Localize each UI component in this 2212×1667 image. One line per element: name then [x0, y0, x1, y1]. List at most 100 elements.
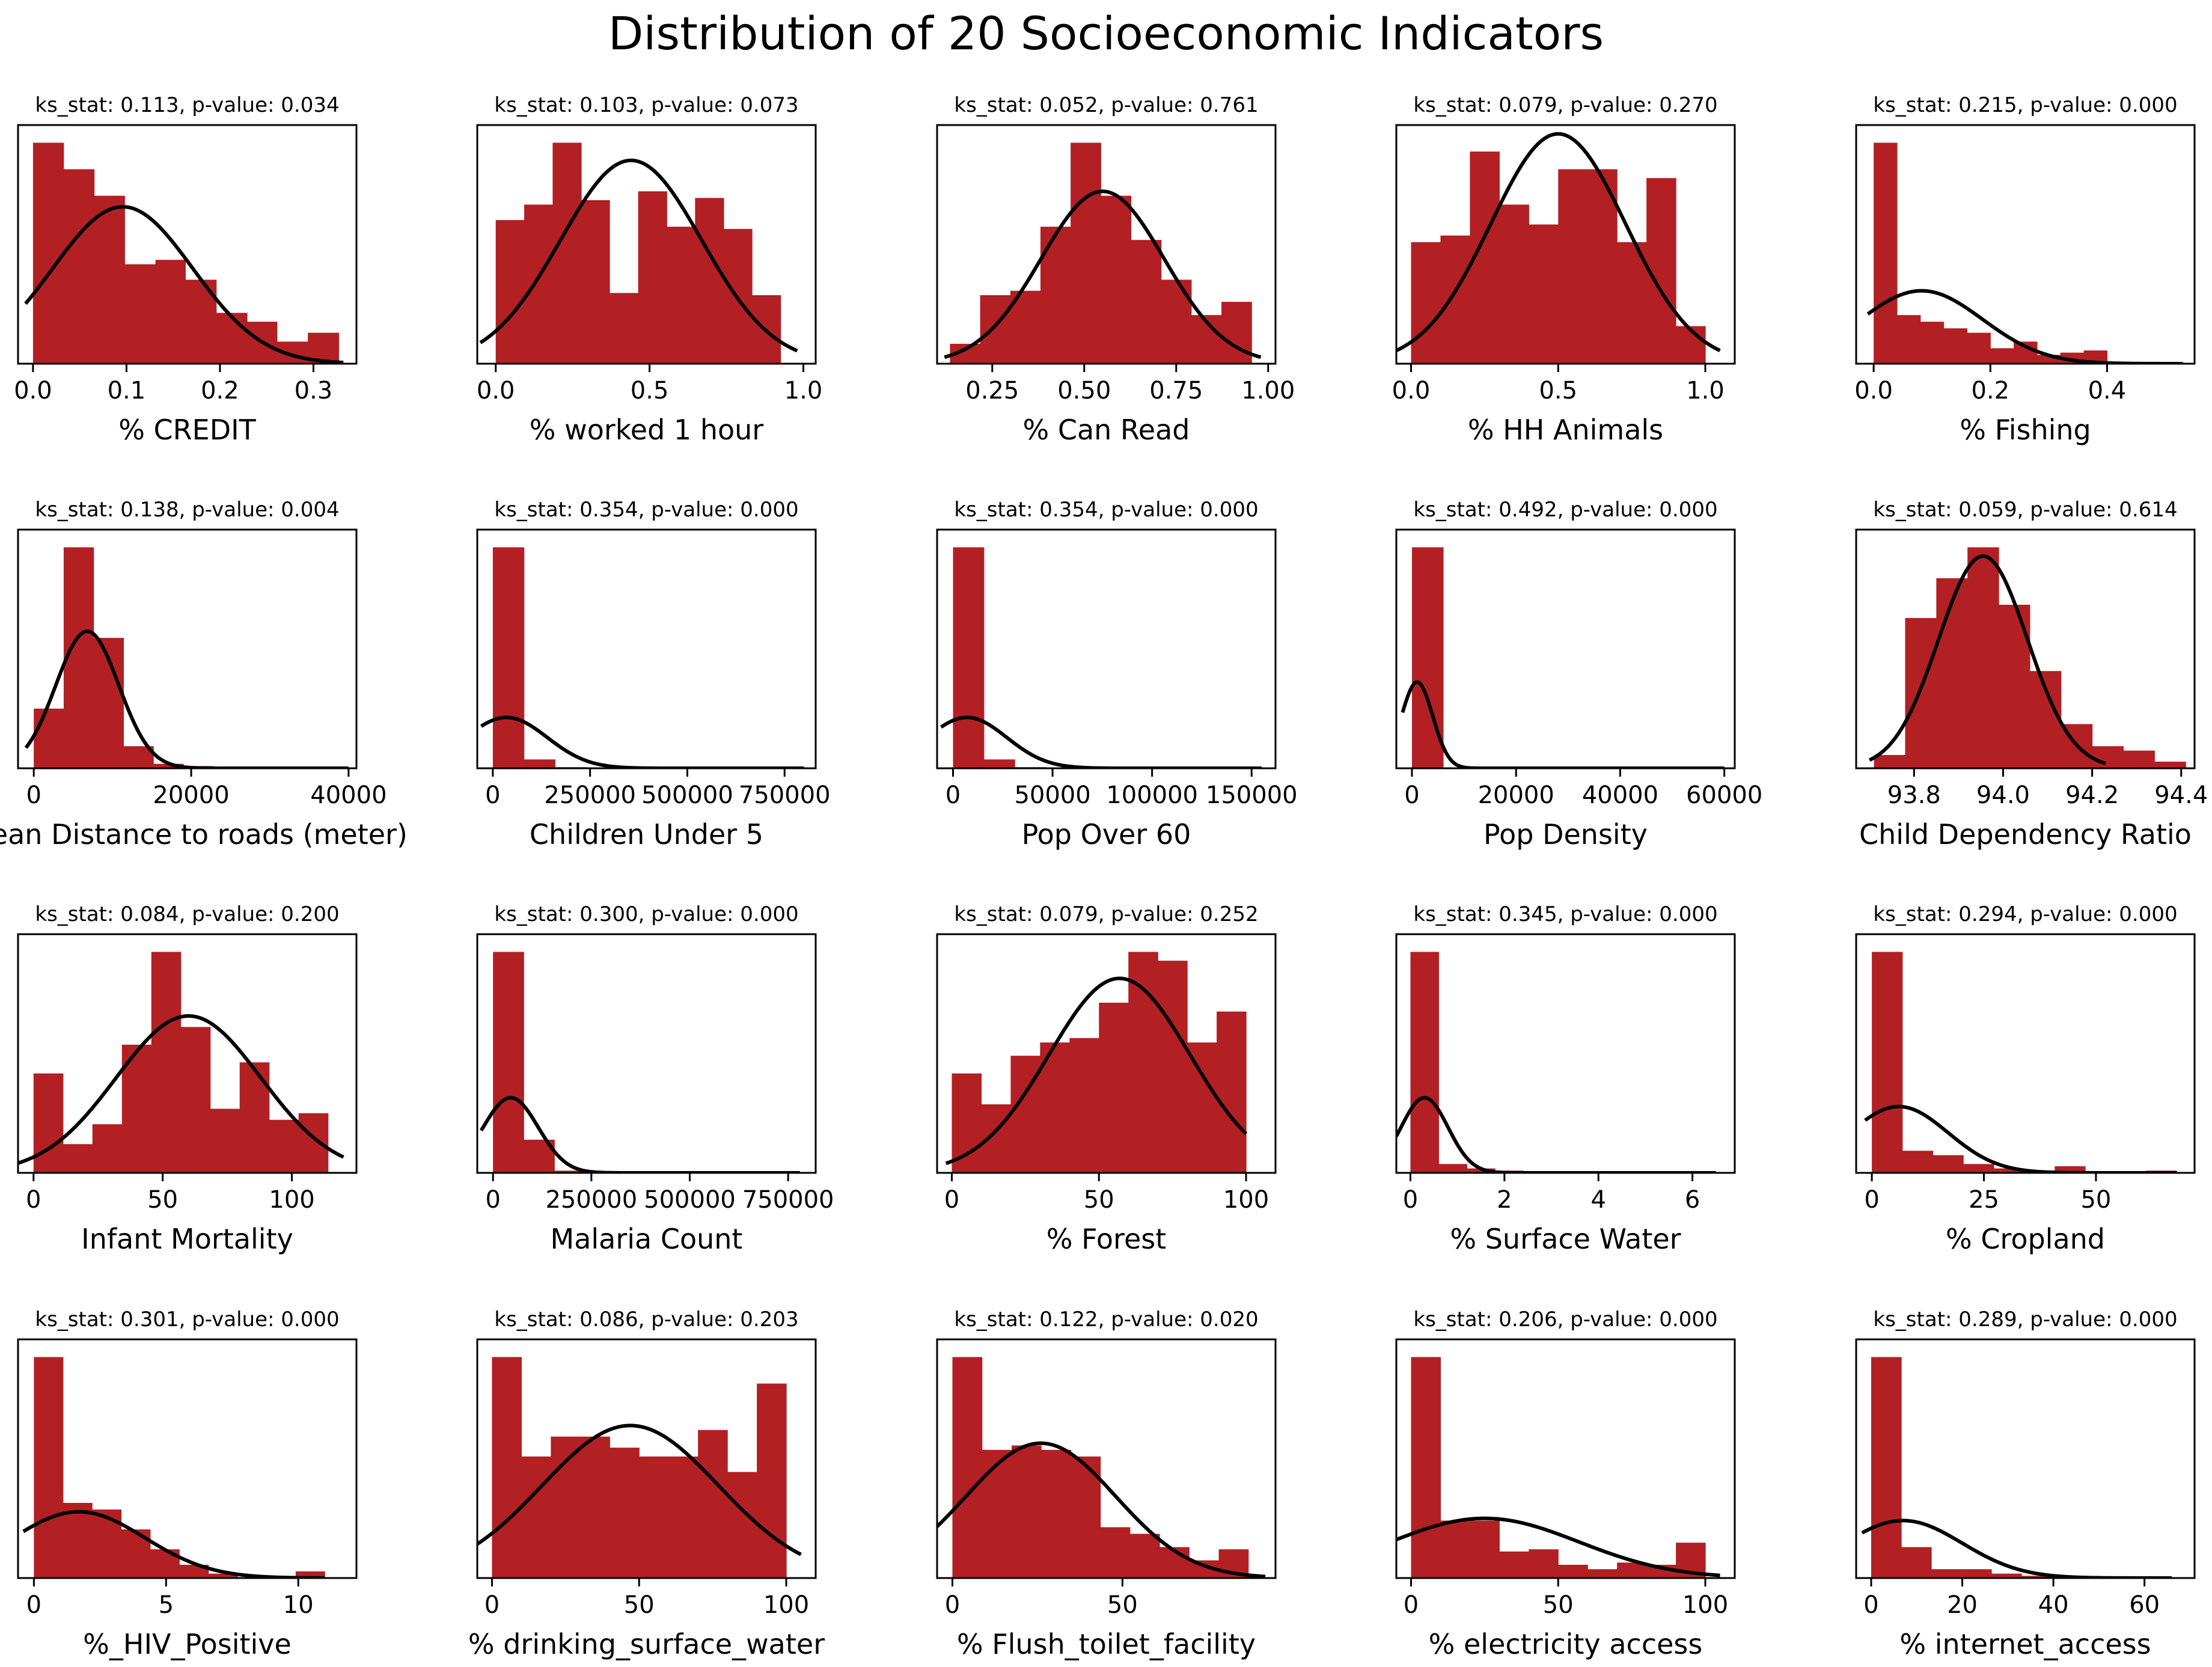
panel-subtitle: ks_stat: 0.059, p-value: 0.614	[1873, 498, 2177, 522]
histogram-bar	[492, 1357, 522, 1578]
x-axis-label: % Surface Water	[1450, 1223, 1681, 1255]
histogram-panel: 0 50 100 ks_stat: 0.079, p-value: 0.252 % Fo…	[936, 902, 1277, 1255]
panel-subtitle: ks_stat: 0.138, p-value: 0.004	[35, 498, 339, 522]
histogram-bar	[2055, 1166, 2086, 1173]
histogram-bar	[1217, 1011, 1247, 1173]
x-tick-label: 50000	[1014, 782, 1090, 809]
histogram-bar	[208, 1573, 238, 1578]
x-tick-label: 20000	[1478, 782, 1554, 809]
normal-fit-curve	[1396, 1516, 1721, 1577]
histogram-bar	[1040, 227, 1071, 364]
histogram-panel: 0.0 0.5 1.0 ks_stat: 0.079, p-value: 0.270%…	[1392, 93, 1736, 446]
histogram-bar	[552, 142, 582, 364]
x-tick-label: 0	[485, 782, 500, 809]
histogram-panel: 0 20000 40000 60000 ks_stat: 0.492, p-value:…	[1395, 498, 1762, 851]
histogram-bar	[757, 1383, 787, 1578]
histogram-bar	[1410, 952, 1439, 1173]
histogram-bar	[1470, 1520, 1500, 1578]
x-tick-label: 40000	[310, 782, 386, 809]
histogram-bar	[580, 1436, 610, 1578]
histogram-bar	[179, 1564, 209, 1578]
axes-frame	[1395, 1338, 1736, 1579]
histogram-bar	[1993, 1168, 2025, 1173]
histogram-bar	[1131, 240, 1162, 364]
histogram-bar	[1990, 348, 2014, 364]
histogram-bar	[1440, 235, 1470, 364]
axes-frame	[476, 933, 817, 1174]
histogram-bar	[239, 1062, 270, 1173]
x-axis-label: % Fishing	[1960, 414, 2091, 446]
histogram-bar	[524, 759, 556, 768]
histogram-panel: 0.0 0.2 0.4 ks_stat: 0.215, p-value: 0.000%…	[1854, 93, 2196, 446]
axes-frame	[1855, 1338, 2196, 1579]
histogram-bar	[1101, 195, 1132, 364]
axes-frame	[1855, 124, 2196, 365]
x-tick-label: 0.0	[477, 377, 515, 405]
normal-fit-curve	[1401, 680, 1725, 768]
histogram-bar	[1871, 1357, 1902, 1578]
x-tick-label: 0.0	[1392, 377, 1431, 405]
histogram-bar	[1943, 328, 1968, 364]
normal-fit-curve	[1396, 132, 1721, 352]
x-axis-label: Child Dependency Ratio	[1859, 818, 2192, 851]
x-tick-label: 50	[1107, 1591, 1138, 1619]
histogram-bar	[639, 1456, 669, 1578]
x-axis-label: % internet_access	[1899, 1628, 2151, 1660]
x-tick-label: 20	[1947, 1591, 1978, 1619]
axes-frame	[17, 1338, 358, 1579]
histogram-panel: 0 50 ks_stat: 0.122, p-value: 0.020 % Flush…	[936, 1308, 1277, 1660]
histogram-bar	[1529, 224, 1559, 364]
histogram-bar	[1967, 547, 1999, 768]
panel-subtitle: ks_stat: 0.345, p-value: 0.000	[1413, 902, 1717, 926]
histogram-bar	[610, 293, 639, 364]
histogram-bar	[124, 264, 156, 364]
histogram-bar	[982, 1449, 1012, 1578]
x-tick-label: 0.75	[1149, 377, 1203, 405]
x-tick-label: 0	[485, 1186, 500, 1214]
x-axis-label: % worked 1 hour	[530, 414, 763, 446]
histogram-bar	[1041, 1449, 1071, 1578]
histogram-bar	[1931, 1569, 1962, 1578]
panel-subtitle: ks_stat: 0.294, p-value: 0.000	[1873, 902, 2177, 926]
histogram-bar	[1440, 1520, 1470, 1578]
normal-fit-curve	[477, 1424, 802, 1556]
x-tick-label: 750000	[742, 1186, 834, 1214]
panel-subtitle: ks_stat: 0.301, p-value: 0.000	[35, 1308, 339, 1332]
x-axis-label: % Forest	[1046, 1223, 1167, 1255]
histogram-panel: 0 5 10 ks_stat: 0.301, p-value: 0.000 %_HIV_…	[17, 1308, 358, 1660]
histogram-bar	[1158, 961, 1188, 1173]
normal-fit-curve	[937, 1441, 1266, 1578]
x-tick-label: 100	[763, 1591, 809, 1619]
histogram-panel: 0 20000 40000 ks_stat: 0.138, p-value: 0.00…	[0, 498, 408, 851]
histogram-bar	[1587, 1569, 1618, 1578]
x-tick-label: 50	[1543, 1591, 1574, 1619]
axes-frame	[1395, 933, 1736, 1174]
histogram-bar	[1932, 1155, 1964, 1173]
histogram-bar	[581, 200, 610, 364]
histogram-bar	[216, 313, 248, 364]
x-tick-label: 0.0	[1854, 377, 1893, 405]
x-axis-label: Mean Distance to roads (meter)	[0, 818, 408, 851]
x-axis-label: Pop Density	[1483, 818, 1648, 851]
histogram-bar	[1071, 142, 1101, 364]
x-axis-label: % electricity access	[1429, 1628, 1703, 1660]
histogram-bar	[2021, 1576, 2052, 1578]
axes-frame	[936, 528, 1277, 769]
histogram-bar	[295, 1571, 325, 1578]
x-tick-label: 0.50	[1057, 377, 1111, 405]
x-axis-label: % drinking_surface_water	[468, 1628, 825, 1660]
histogram-bar	[63, 1144, 93, 1173]
histogram-bar	[952, 1073, 982, 1173]
histogram-bar	[727, 1472, 757, 1578]
x-tick-label: 25	[1969, 1186, 1999, 1214]
histogram-bar	[1874, 754, 1906, 768]
histogram-bar	[1872, 952, 1903, 1173]
histogram-panel: 0 50000 100000 150000 ks_stat: 0.354, p-valu…	[936, 498, 1298, 851]
histogram-bar	[1646, 178, 1676, 364]
histogram-bar	[1587, 169, 1618, 364]
histogram-bar	[92, 1124, 123, 1173]
x-tick-label: 0	[26, 1186, 41, 1214]
normal-fit-curve	[944, 189, 1262, 359]
panel-subtitle: ks_stat: 0.354, p-value: 0.000	[954, 498, 1258, 522]
